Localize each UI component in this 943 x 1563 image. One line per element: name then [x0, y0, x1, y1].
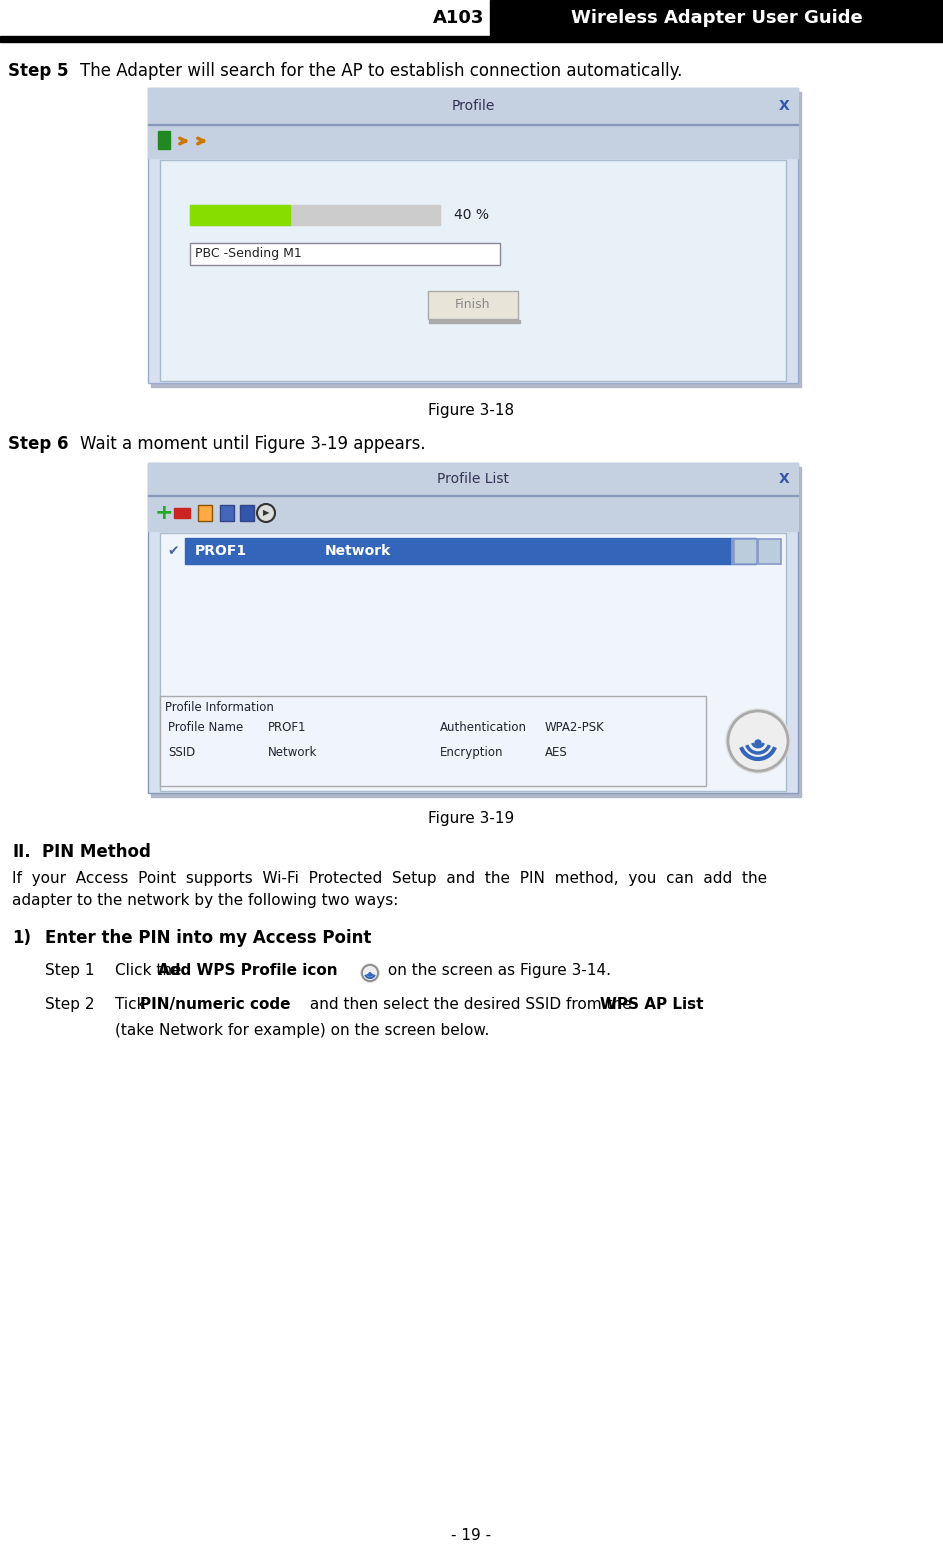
- Bar: [735, 539, 755, 563]
- Bar: [160, 159, 786, 381]
- Text: X: X: [779, 98, 789, 113]
- Bar: [151, 467, 801, 797]
- Bar: [148, 123, 798, 158]
- Bar: [428, 291, 518, 319]
- Bar: [185, 538, 756, 564]
- Bar: [240, 505, 254, 520]
- Text: Profile Information: Profile Information: [165, 700, 273, 714]
- Text: Step 1: Step 1: [45, 963, 94, 978]
- Text: WPA2-PSK: WPA2-PSK: [545, 721, 604, 735]
- Bar: [151, 92, 801, 388]
- Text: Figure 3-19: Figure 3-19: [428, 811, 515, 825]
- Text: Step 2: Step 2: [45, 997, 94, 1011]
- Text: Network: Network: [268, 746, 318, 760]
- Bar: [759, 539, 779, 563]
- Bar: [0, 36, 943, 38]
- Text: PIN Method: PIN Method: [42, 842, 151, 861]
- Bar: [148, 88, 798, 383]
- Bar: [198, 505, 212, 520]
- Text: Encryption: Encryption: [440, 746, 504, 760]
- Text: Profile List: Profile List: [437, 472, 509, 486]
- Text: Network: Network: [325, 544, 391, 558]
- Text: WPS AP List: WPS AP List: [600, 997, 703, 1011]
- Text: Profile Name: Profile Name: [168, 721, 243, 735]
- Bar: [220, 505, 234, 520]
- Text: AES: AES: [545, 746, 568, 760]
- Text: PBC -Sending M1: PBC -Sending M1: [195, 247, 302, 261]
- Bar: [190, 205, 290, 225]
- Text: adapter to the network by the following two ways:: adapter to the network by the following …: [12, 892, 398, 908]
- Text: ▶: ▶: [263, 508, 270, 517]
- Circle shape: [726, 710, 790, 774]
- Text: - 19 -: - 19 -: [452, 1527, 491, 1543]
- Bar: [490, 0, 943, 36]
- Text: Step 6: Step 6: [8, 435, 69, 453]
- Text: PROF1: PROF1: [268, 721, 306, 735]
- Text: Wait a moment until Figure 3-19 appears.: Wait a moment until Figure 3-19 appears.: [80, 435, 425, 453]
- Circle shape: [361, 964, 379, 982]
- Circle shape: [755, 739, 761, 746]
- Text: PIN/numeric code: PIN/numeric code: [140, 997, 290, 1011]
- Text: ✔: ✔: [167, 544, 179, 558]
- Bar: [190, 242, 500, 266]
- Text: +: +: [155, 503, 174, 524]
- Text: II.: II.: [12, 842, 30, 861]
- Text: SSID: SSID: [168, 746, 195, 760]
- Text: Step 5: Step 5: [8, 63, 69, 80]
- Circle shape: [369, 972, 372, 975]
- Bar: [148, 495, 798, 531]
- Text: Finish: Finish: [455, 299, 490, 311]
- Bar: [148, 88, 798, 123]
- Text: Authentication: Authentication: [440, 721, 527, 735]
- Text: Click the: Click the: [115, 963, 187, 978]
- Bar: [160, 533, 786, 791]
- Bar: [158, 131, 170, 148]
- Text: Wireless Adapter User Guide: Wireless Adapter User Guide: [571, 9, 863, 27]
- Text: (take Network for example) on the screen below.: (take Network for example) on the screen…: [115, 1024, 489, 1038]
- Text: PROF1: PROF1: [195, 544, 247, 558]
- Circle shape: [728, 711, 788, 771]
- Bar: [0, 38, 943, 42]
- Circle shape: [362, 964, 378, 982]
- Text: 1): 1): [12, 928, 31, 947]
- Circle shape: [257, 503, 275, 522]
- Text: on the screen as Figure 3-14.: on the screen as Figure 3-14.: [383, 963, 611, 978]
- Bar: [174, 508, 190, 517]
- Bar: [160, 696, 706, 786]
- Text: Enter the PIN into my Access Point: Enter the PIN into my Access Point: [45, 928, 372, 947]
- Text: A103: A103: [433, 9, 484, 27]
- Text: Add WPS Profile icon: Add WPS Profile icon: [158, 963, 338, 978]
- Bar: [731, 538, 781, 564]
- Text: Figure 3-18: Figure 3-18: [428, 403, 515, 417]
- Bar: [148, 463, 798, 792]
- Text: 40 %: 40 %: [454, 208, 489, 222]
- Text: X: X: [779, 472, 789, 486]
- Text: Tick: Tick: [115, 997, 150, 1011]
- Bar: [190, 205, 440, 225]
- Text: and then select the desired SSID from the: and then select the desired SSID from th…: [305, 997, 637, 1011]
- Text: Profile: Profile: [452, 98, 495, 113]
- Bar: [148, 463, 798, 495]
- Bar: [429, 320, 520, 324]
- Text: If  your  Access  Point  supports  Wi-Fi  Protected  Setup  and  the  PIN  metho: If your Access Point supports Wi-Fi Prot…: [12, 871, 767, 886]
- Text: The Adapter will search for the AP to establish connection automatically.: The Adapter will search for the AP to es…: [80, 63, 683, 80]
